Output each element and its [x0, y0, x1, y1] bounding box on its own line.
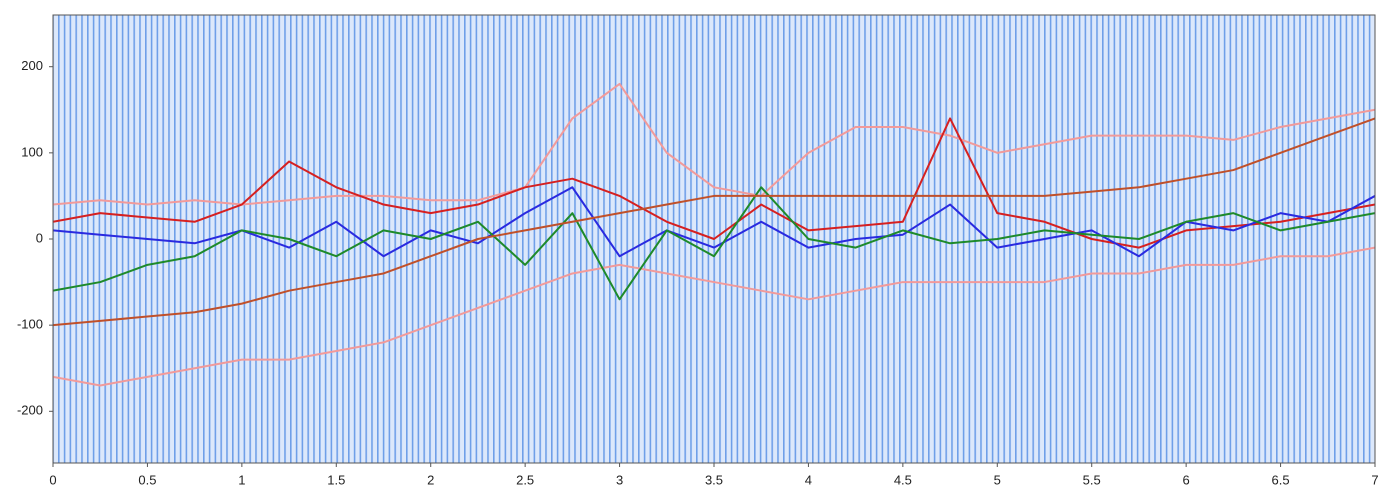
x-tick-label: 3.5: [705, 472, 723, 487]
trace: [53, 117, 1375, 249]
x-tick-label: 0: [49, 472, 56, 487]
y-tick-label: -100: [17, 317, 43, 332]
x-tick-label: 0.5: [138, 472, 156, 487]
x-tick-label: 5.5: [1083, 472, 1101, 487]
y-tick-label: -200: [17, 403, 43, 418]
x-tick-label: 7: [1371, 472, 1378, 487]
trace: [53, 82, 1375, 206]
trace: [53, 186, 1375, 258]
x-tick-label: 4.5: [894, 472, 912, 487]
x-tick-label: 6.5: [1272, 472, 1290, 487]
y-tick-label: 0: [36, 230, 43, 245]
x-tick-label: 2: [427, 472, 434, 487]
x-tick-label: 1: [238, 472, 245, 487]
y-tick-label: 100: [21, 144, 43, 159]
x-tick-label: 1.5: [327, 472, 345, 487]
x-tick-label: 3: [616, 472, 623, 487]
trace: [53, 186, 1375, 301]
x-tick-label: 4: [805, 472, 812, 487]
x-tick-label: 5: [994, 472, 1001, 487]
y-tick-label: 200: [21, 58, 43, 73]
x-tick-label: 2.5: [516, 472, 534, 487]
trace: [53, 117, 1375, 327]
trace: [53, 246, 1375, 387]
x-tick-label: 6: [1183, 472, 1190, 487]
traces: [53, 82, 1375, 387]
